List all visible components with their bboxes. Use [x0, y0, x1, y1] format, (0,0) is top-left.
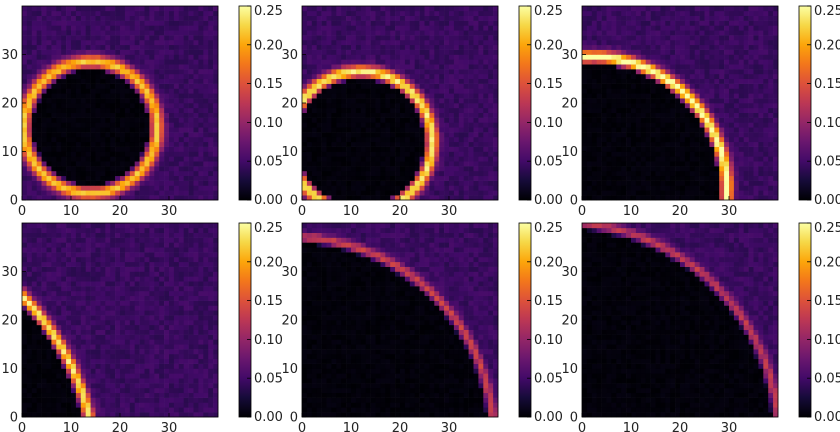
y-tick-label: 30 — [561, 48, 578, 63]
y-tick-label: 0 — [10, 411, 18, 426]
y-tick-label: 0 — [570, 411, 578, 426]
x-tick-label: 10 — [63, 204, 80, 219]
colorbar-tick-label: 0.10 — [534, 333, 563, 348]
x-tick-label: 30 — [441, 421, 458, 432]
colorbar-tick-label: 0.00 — [254, 410, 283, 425]
colorbar — [518, 222, 532, 418]
x-tick-label: 20 — [112, 421, 129, 432]
x-tick-label: 10 — [343, 421, 360, 432]
colorbar-tick-label: 0.10 — [814, 116, 840, 131]
x-tick-label: 30 — [721, 204, 738, 219]
y-tick-label: 10 — [281, 145, 298, 160]
x-tick-label: 10 — [343, 204, 360, 219]
x-tick-label: 20 — [392, 204, 409, 219]
y-tick-label: 10 — [561, 362, 578, 377]
heatmap-panel-6 — [582, 223, 779, 418]
colorbar-tick-label: 0.25 — [254, 221, 283, 236]
colorbar-tick-label: 0.05 — [254, 155, 283, 170]
colorbar-tick-label: 0.00 — [814, 410, 840, 425]
x-tick-label: 20 — [392, 421, 409, 432]
y-tick-label: 20 — [561, 97, 578, 112]
x-tick-label: 30 — [441, 204, 458, 219]
y-tick-label: 0 — [570, 194, 578, 209]
colorbar-tick-label: 0.25 — [814, 4, 840, 19]
heatmap-panel-1 — [22, 6, 219, 201]
y-tick-label: 20 — [281, 314, 298, 329]
x-tick-label: 0 — [578, 421, 586, 432]
colorbar-tick-label: 0.05 — [534, 372, 563, 387]
x-tick-label: 10 — [63, 421, 80, 432]
y-tick-label: 10 — [1, 362, 18, 377]
y-tick-label: 10 — [1, 145, 18, 160]
colorbar-tick-label: 0.20 — [814, 255, 840, 270]
y-tick-label: 0 — [10, 194, 18, 209]
colorbar-tick-label: 0.10 — [534, 116, 563, 131]
colorbar-tick-label: 0.00 — [534, 410, 563, 425]
colorbar-tick-label: 0.25 — [534, 4, 563, 19]
colorbar-tick-label: 0.05 — [254, 372, 283, 387]
colorbar-tick-label: 0.15 — [254, 294, 283, 309]
y-tick-label: 30 — [281, 265, 298, 280]
colorbar — [798, 222, 812, 418]
heatmap-panel-2 — [302, 6, 499, 201]
colorbar — [238, 5, 252, 201]
colorbar-tick-label: 0.15 — [534, 77, 563, 92]
colorbar-tick-label: 0.05 — [814, 372, 840, 387]
y-tick-label: 20 — [561, 314, 578, 329]
colorbar — [518, 5, 532, 201]
colorbar-tick-label: 0.20 — [254, 38, 283, 53]
x-tick-label: 20 — [672, 204, 689, 219]
y-tick-label: 0 — [290, 194, 298, 209]
x-tick-label: 30 — [161, 204, 178, 219]
heatmap-panel-3 — [582, 6, 779, 201]
colorbar-tick-label: 0.15 — [814, 294, 840, 309]
y-tick-label: 30 — [1, 48, 18, 63]
colorbar-tick-label: 0.00 — [254, 193, 283, 208]
colorbar-tick-label: 0.20 — [534, 38, 563, 53]
x-tick-label: 20 — [112, 204, 129, 219]
x-tick-label: 30 — [161, 421, 178, 432]
x-tick-label: 10 — [623, 421, 640, 432]
y-tick-label: 20 — [1, 97, 18, 112]
colorbar — [238, 222, 252, 418]
colorbar-tick-label: 0.05 — [814, 155, 840, 170]
x-tick-label: 0 — [18, 421, 26, 432]
y-tick-label: 30 — [1, 265, 18, 280]
x-tick-label: 0 — [298, 421, 306, 432]
y-tick-label: 30 — [561, 265, 578, 280]
colorbar-tick-label: 0.25 — [814, 221, 840, 236]
colorbar-tick-label: 0.25 — [534, 221, 563, 236]
colorbar-tick-label: 0.15 — [254, 77, 283, 92]
colorbar-tick-label: 0.20 — [254, 255, 283, 270]
heatmap-panel-4 — [22, 223, 219, 418]
y-tick-label: 10 — [281, 362, 298, 377]
colorbar-tick-label: 0.20 — [534, 255, 563, 270]
x-tick-label: 0 — [298, 204, 306, 219]
colorbar-tick-label: 0.00 — [814, 193, 840, 208]
y-tick-label: 20 — [281, 97, 298, 112]
colorbar-tick-label: 0.25 — [254, 4, 283, 19]
x-tick-label: 30 — [721, 421, 738, 432]
y-tick-label: 0 — [290, 411, 298, 426]
colorbar-tick-label: 0.00 — [534, 193, 563, 208]
colorbar-tick-label: 0.15 — [814, 77, 840, 92]
y-tick-label: 20 — [1, 314, 18, 329]
x-tick-label: 0 — [18, 204, 26, 219]
colorbar-tick-label: 0.20 — [814, 38, 840, 53]
y-tick-label: 30 — [281, 48, 298, 63]
x-tick-label: 10 — [623, 204, 640, 219]
x-tick-label: 0 — [578, 204, 586, 219]
colorbar-tick-label: 0.10 — [254, 333, 283, 348]
colorbar-tick-label: 0.10 — [814, 333, 840, 348]
y-tick-label: 10 — [561, 145, 578, 160]
colorbar-tick-label: 0.15 — [534, 294, 563, 309]
colorbar-tick-label: 0.05 — [534, 155, 563, 170]
heatmap-panel-5 — [302, 223, 499, 418]
x-tick-label: 20 — [672, 421, 689, 432]
colorbar — [798, 5, 812, 201]
colorbar-tick-label: 0.10 — [254, 116, 283, 131]
